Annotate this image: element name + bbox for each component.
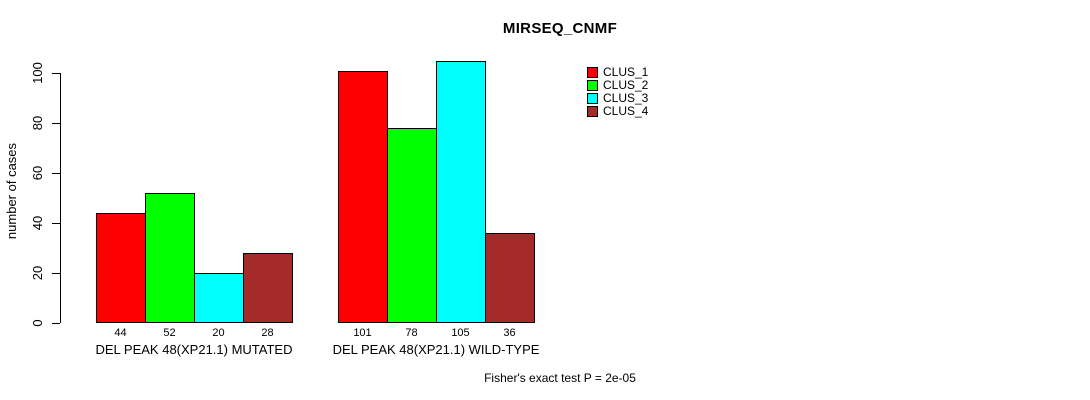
y-tick-mark bbox=[52, 123, 60, 124]
y-tick-mark bbox=[52, 73, 60, 74]
legend-label: CLUS_1 bbox=[603, 65, 649, 79]
y-axis-label: number of cases bbox=[4, 142, 19, 240]
bar-value-label: 101 bbox=[353, 327, 372, 339]
y-tick-label: 0 bbox=[30, 319, 45, 327]
stats-annotation: Fisher's exact test P = 2e-05 bbox=[484, 371, 636, 385]
y-tick-mark bbox=[52, 273, 60, 274]
y-tick-label: 100 bbox=[30, 62, 45, 84]
y-tick-mark bbox=[52, 323, 60, 324]
chart-title: MIRSEQ_CNMF bbox=[502, 20, 618, 37]
bar-clus_3-group1 bbox=[194, 273, 244, 323]
legend-label: CLUS_3 bbox=[603, 91, 649, 105]
y-tick-label: 20 bbox=[30, 265, 45, 281]
legend: CLUS_1 CLUS_2 CLUS_3 CLUS_4 bbox=[587, 66, 648, 118]
legend-swatch-icon bbox=[587, 67, 598, 78]
bar-value-label: 52 bbox=[163, 327, 176, 339]
bar-value-label: 20 bbox=[212, 327, 225, 339]
x-category-label: DEL PEAK 48(XP21.1) WILD-TYPE bbox=[332, 342, 540, 357]
y-tick-label: 80 bbox=[30, 115, 45, 131]
bar-value-label: 105 bbox=[451, 327, 470, 339]
x-category-label: DEL PEAK 48(XP21.1) MUTATED bbox=[95, 342, 293, 357]
y-tick-mark bbox=[52, 223, 60, 224]
bar-clus_4-group2 bbox=[485, 233, 535, 323]
legend-label: CLUS_4 bbox=[603, 104, 649, 118]
legend-item-clus_1: CLUS_1 bbox=[587, 66, 648, 79]
legend-label: CLUS_2 bbox=[603, 78, 649, 92]
bar-value-label: 28 bbox=[261, 327, 274, 339]
bar-value-label: 78 bbox=[405, 327, 418, 339]
y-tick-label: 60 bbox=[30, 165, 45, 181]
legend-item-clus_3: CLUS_3 bbox=[587, 92, 648, 105]
bar-value-label: 36 bbox=[503, 327, 516, 339]
bar-clus_3-group2 bbox=[436, 60, 486, 323]
y-tick-mark bbox=[52, 173, 60, 174]
legend-swatch-icon bbox=[587, 80, 598, 91]
bar-clus_2-group2 bbox=[387, 128, 437, 323]
legend-swatch-icon bbox=[587, 106, 598, 117]
y-axis-line bbox=[60, 73, 61, 323]
legend-swatch-icon bbox=[587, 93, 598, 104]
legend-item-clus_4: CLUS_4 bbox=[587, 105, 648, 118]
legend-item-clus_2: CLUS_2 bbox=[587, 79, 648, 92]
bar-clus_4-group1 bbox=[243, 253, 293, 323]
bar-clus_2-group1 bbox=[145, 193, 195, 323]
bar-value-label: 44 bbox=[114, 327, 127, 339]
bar-clus_1-group2 bbox=[338, 70, 388, 323]
y-tick-label: 40 bbox=[30, 215, 45, 231]
bar-clus_1-group1 bbox=[96, 213, 146, 323]
